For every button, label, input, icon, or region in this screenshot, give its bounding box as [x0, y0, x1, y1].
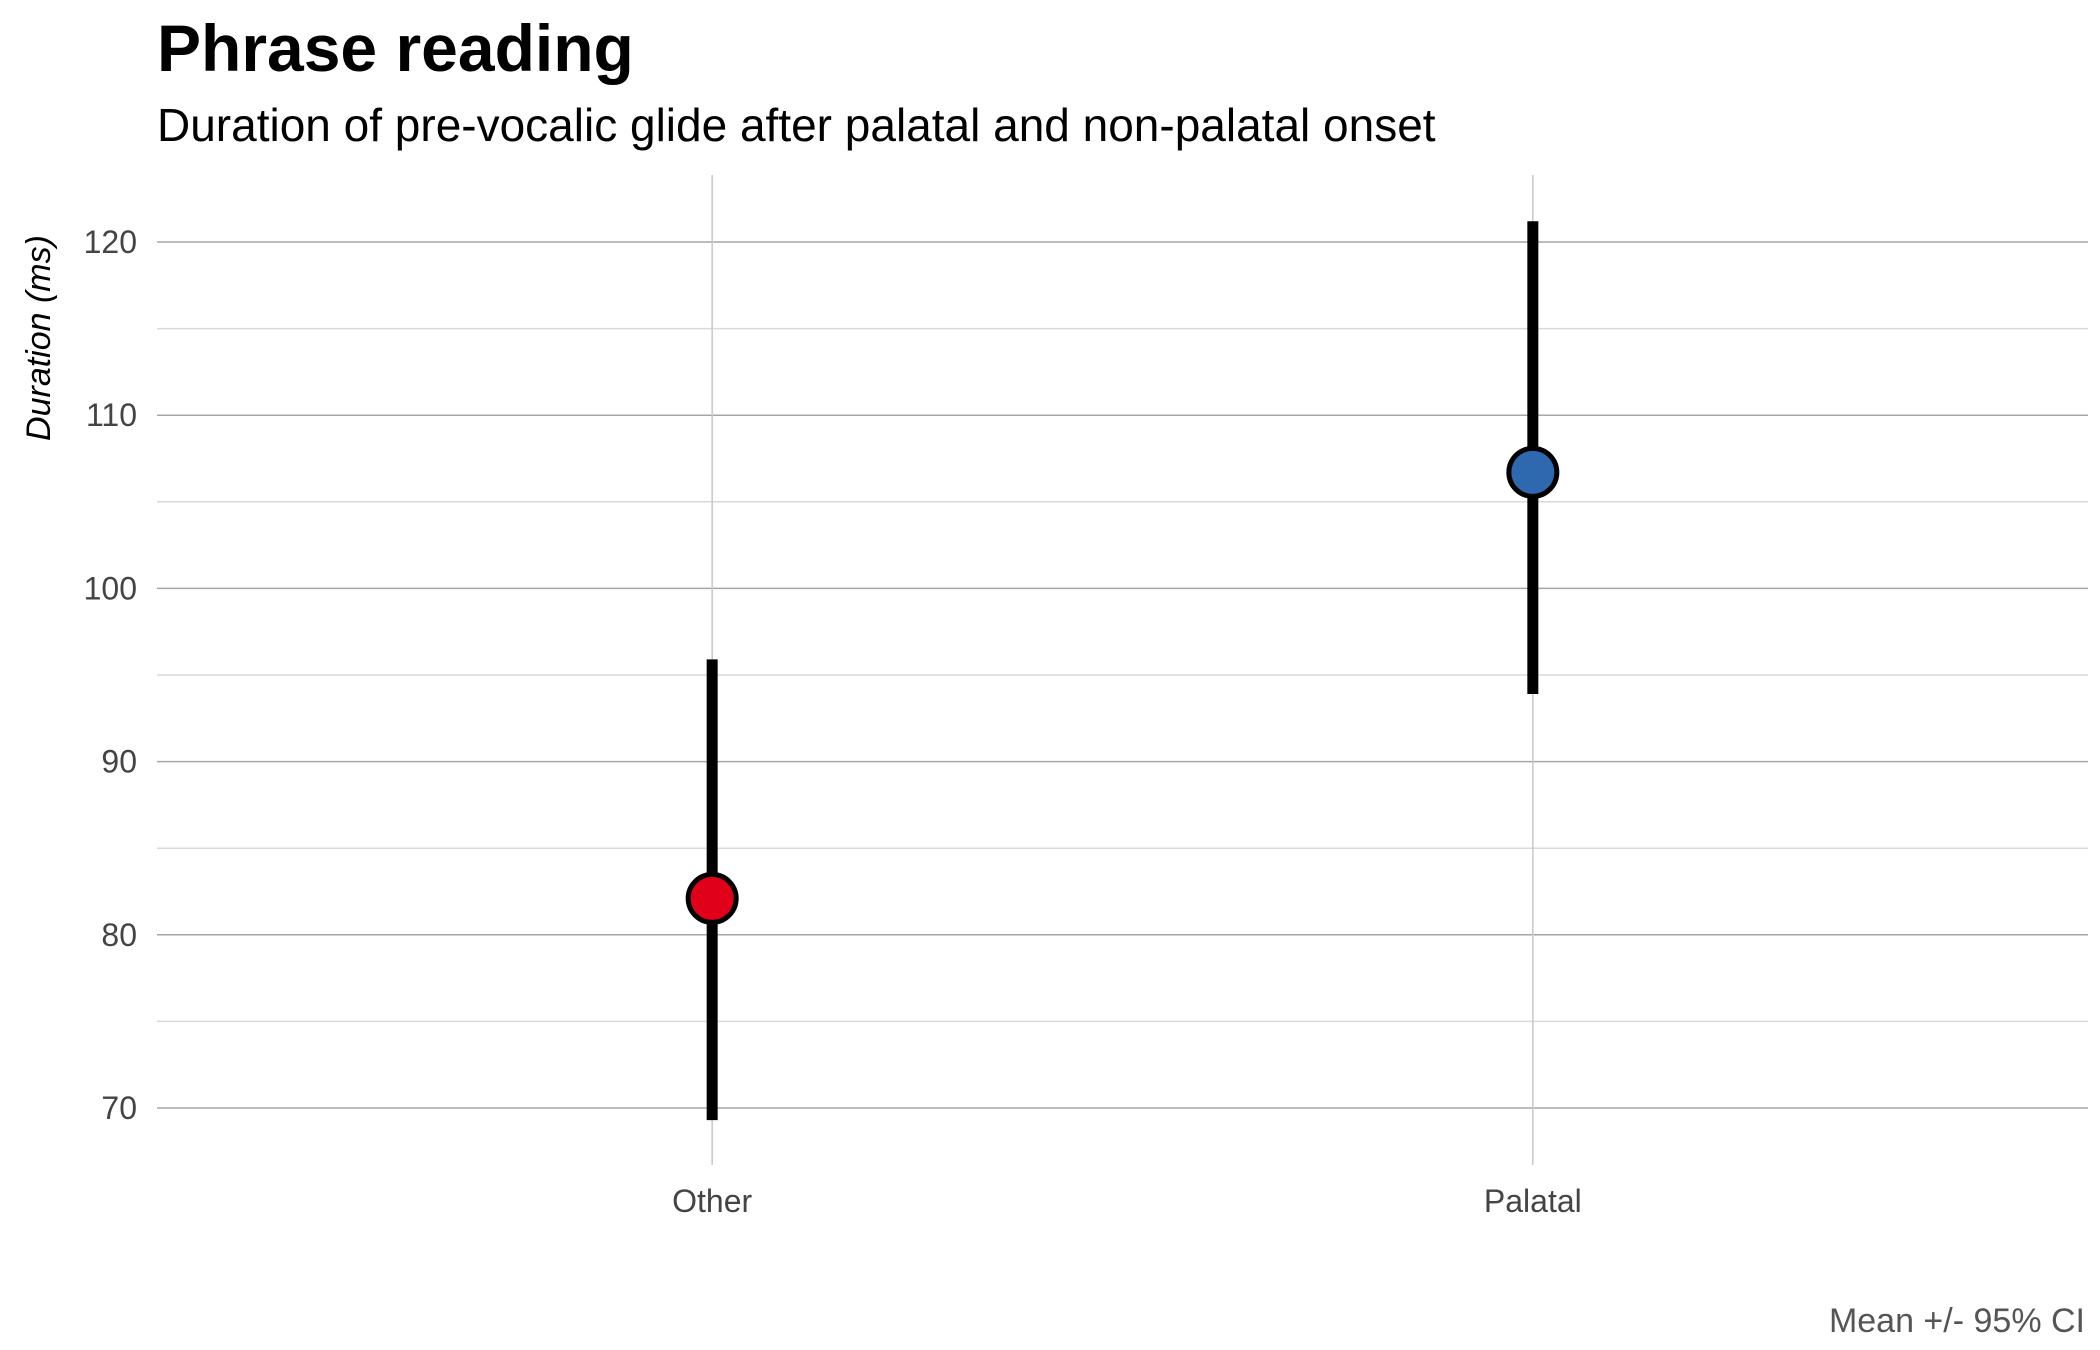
y-tick-label: 110: [86, 397, 137, 433]
x-tick-label: Palatal: [1484, 1183, 1582, 1219]
mean-point-other: [685, 871, 739, 925]
y-tick-label: 90: [101, 744, 137, 780]
chart-title: Phrase reading: [157, 11, 634, 85]
chart-caption: Mean +/- 95% CI: [1828, 1302, 2085, 1340]
y-tick-label: 70: [101, 1090, 137, 1126]
chart-subtitle: Duration of pre-vocalic glide after pala…: [157, 99, 1436, 151]
y-axis-label: Duration (ms): [20, 235, 58, 441]
y-tick-label: 80: [101, 917, 137, 953]
y-tick-label: 120: [84, 224, 137, 260]
y-tick-label: 100: [84, 570, 137, 606]
mean-point-palatal: [1506, 445, 1560, 499]
x-tick-label: Other: [672, 1183, 752, 1219]
